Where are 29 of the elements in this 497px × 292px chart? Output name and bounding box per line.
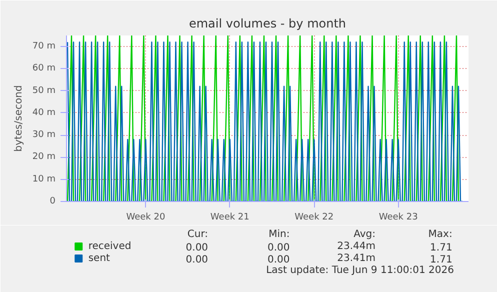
text: 1.71 <box>430 254 452 266</box>
x-tick-label: Week 23 <box>378 212 418 222</box>
y-tick-label: 10 m <box>32 174 56 184</box>
text: 0.00 <box>186 254 208 266</box>
x-tick-label: Week 21 <box>210 212 250 222</box>
y-tick-label: 60 m <box>32 64 56 74</box>
chart-title: email volumes - by month <box>188 16 346 30</box>
text: 23.41m <box>337 253 376 264</box>
legend-label: sent <box>88 253 110 264</box>
y-tick-label: 20 m <box>32 152 56 162</box>
text: 0.00 <box>267 242 290 254</box>
y-tick-label: 0 <box>50 196 56 206</box>
x-tick-label: Week 22 <box>294 212 334 222</box>
legend-label: received <box>88 241 132 252</box>
text: Avg: <box>354 229 376 240</box>
x-tick-label: Week 20 <box>126 212 166 222</box>
text: 23.44m <box>337 241 376 252</box>
y-tick-label: 30 m <box>32 130 56 140</box>
y-tick-label: 40 m <box>32 108 56 118</box>
y-axis-title: bytes/second <box>13 85 24 152</box>
text: Max: <box>428 229 452 240</box>
text: Min: <box>268 229 290 240</box>
text: Cur: <box>187 229 208 240</box>
text: Last update: Tue Jun 9 11:00:01 2026 <box>266 265 454 276</box>
text: 0.00 <box>267 254 290 266</box>
text: 1.71 <box>430 242 452 254</box>
text: 0.00 <box>186 242 208 254</box>
y-tick-label: 70 m <box>32 42 56 52</box>
y-tick-label: 50 m <box>32 86 56 96</box>
